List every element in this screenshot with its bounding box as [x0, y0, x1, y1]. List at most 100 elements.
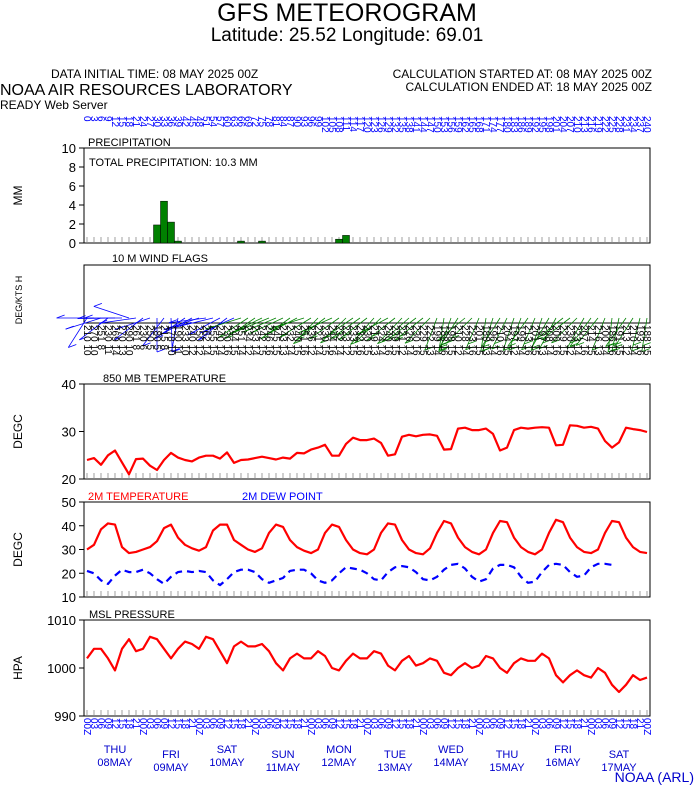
t2m-panel-frame: [83, 501, 651, 598]
wind-flag-staff: [168, 317, 207, 324]
forecast-hour-label: 180: [501, 116, 512, 133]
wind-flag-barb: [203, 332, 212, 337]
precip-y-tick-label: 6: [69, 179, 76, 194]
wind-flag-staff: [249, 317, 284, 334]
utc-time-label: 21: [466, 718, 477, 730]
utc-time-label: 03: [88, 718, 99, 730]
utc-time-label: 03: [312, 718, 323, 730]
t2m-y-axis-label: DEGC: [11, 532, 25, 567]
wind-flag-value-label: 255 15: [207, 325, 218, 356]
forecast-hour-label: 174: [487, 116, 498, 133]
forecast-hour-label: 120: [361, 116, 372, 133]
utc-time-label: 09: [606, 718, 617, 730]
wind-flag-value-label: 180 5: [151, 325, 162, 350]
utc-time-label: 15: [620, 718, 631, 730]
wind-panel-title: 10 M WIND FLAGS: [112, 253, 208, 265]
precip-y-tick-label: 0: [69, 236, 76, 251]
forecast-hour-label: 219: [592, 116, 603, 133]
wind-flag-barb: [531, 344, 540, 349]
wind-flag-value-label: 229 15: [417, 325, 428, 356]
wind-flag-staff: [631, 317, 641, 352]
calculation-started: CALCULATION STARTED AT: 08 MAY 2025 00Z: [392, 67, 652, 81]
utc-time-label: 12: [501, 718, 512, 730]
wind-flag-value-label: 240 16: [382, 325, 393, 356]
wind-flag-barb: [611, 348, 621, 352]
wind-flag-value-label: 213 12: [620, 325, 631, 356]
wind-flag-value-label: 228 14: [459, 325, 470, 356]
wind-flag-value-label: 188 13: [480, 325, 491, 356]
forecast-hour-label: 27: [144, 116, 155, 128]
forecast-hour-label: 192: [529, 116, 540, 133]
wind-flag-value-label: 210 14: [627, 325, 638, 356]
wind-flag-value-label: 290 10: [123, 325, 134, 356]
wind-flag-value-label: 230 16: [410, 325, 421, 356]
forecast-hour-label: 24: [137, 116, 148, 128]
calculation-ended: CALCULATION ENDED AT: 18 MAY 2025 00Z: [405, 80, 652, 94]
wind-flag-value-label: 199 14: [431, 325, 442, 356]
wind-flag-barb: [206, 326, 215, 331]
utc-time-label: 18: [179, 718, 190, 730]
wind-flag-barb: [484, 338, 493, 343]
utc-time-label: 12: [277, 718, 288, 730]
wind-flag-value-label: 244 15: [228, 325, 239, 356]
wind-flag-barb: [467, 340, 477, 345]
wind-flag-barb: [187, 331, 196, 336]
forecast-hour-label: 159: [452, 116, 463, 133]
forecast-hour-label: 114: [347, 116, 358, 132]
t850-y-axis-label: DEGC: [11, 414, 25, 449]
wind-flag-value-label: 250 12: [193, 325, 204, 356]
forecast-hour-label: 54: [207, 116, 218, 128]
wind-flag-barb: [93, 302, 102, 307]
forecast-hour-label: 165: [466, 116, 477, 133]
wind-flag-barb: [366, 336, 375, 341]
forecast-hour-label: 102: [319, 116, 330, 133]
wind-flag-staff: [521, 317, 536, 350]
wind-flag-barb: [320, 339, 329, 344]
forecast-hour-label: 105: [326, 116, 337, 133]
wind-flag-staff: [355, 317, 389, 336]
wind-flag-barb: [521, 346, 530, 351]
wind-flag-value-label: 251 16: [298, 325, 309, 356]
utc-time-label: 09: [158, 718, 169, 730]
forecast-hour-label: 207: [564, 116, 575, 133]
utc-time-label: 21: [242, 718, 253, 730]
utc-time-label: 09: [326, 718, 337, 730]
forecast-hour-label: 111: [340, 116, 351, 132]
wind-flag-barb: [176, 323, 186, 328]
utc-time-label: 06: [543, 718, 554, 730]
wind-flag-barb: [542, 339, 551, 344]
wind-flag-barb: [240, 325, 250, 330]
utc-time-label: 21: [186, 718, 197, 730]
precip-bar: [153, 224, 161, 244]
forecast-hour-label: 57: [214, 116, 225, 128]
wind-flag-barb: [168, 319, 178, 324]
wind-flag-barb: [163, 326, 172, 331]
forecast-hour-label: 108: [333, 116, 344, 133]
t2m-legend-dewpoint: 2M DEW POINT: [242, 491, 323, 503]
forecast-hour-label: 132: [389, 116, 400, 133]
utc-time-label: 03: [592, 718, 603, 730]
wind-flag-barb: [494, 340, 503, 344]
wind-flag-value-label: 230 15: [361, 325, 372, 356]
utc-time-label: 06: [207, 718, 218, 730]
day-name-label: THU: [496, 749, 519, 761]
wind-flag-barb: [77, 315, 86, 319]
wind-flag-value-label: 190 11: [172, 325, 183, 355]
wind-flag-barb: [270, 328, 279, 333]
utc-time-label: 00Z: [137, 718, 148, 735]
wind-flag-staff: [322, 317, 354, 339]
t2m-y-tick-label: 30: [62, 543, 76, 558]
forecast-hour-label: 99: [312, 116, 323, 128]
wind-flag-barb: [322, 335, 332, 339]
forecast-hour-label: 96: [305, 116, 316, 128]
precip-bar: [237, 240, 245, 244]
wind-flag-value-label: 208 14: [543, 325, 554, 356]
utc-time-label: 21: [578, 718, 589, 730]
wind-flag-barb: [296, 336, 305, 341]
utc-time-label: 06: [151, 718, 162, 730]
t2m-y-tick-label: 20: [62, 566, 76, 581]
forecast-hour-label: 33: [158, 116, 169, 128]
utc-time-label: 03: [536, 718, 547, 730]
lab-name: NOAA AIR RESOURCES LABORATORY: [0, 82, 293, 99]
t2m-temperature-line: [86, 518, 648, 556]
